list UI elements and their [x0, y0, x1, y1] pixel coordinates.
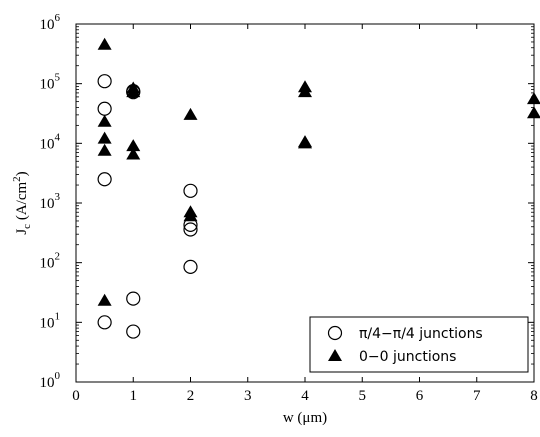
y-tick-labels: 100 101 102 103 104 105 106 — [40, 12, 61, 391]
circle-marker — [126, 291, 141, 306]
x-tick-label: 1 — [130, 388, 138, 404]
triangle-marker — [97, 131, 112, 144]
triangle-marker — [298, 85, 312, 98]
y-axis-label: Jc (A/cm2) — [11, 171, 33, 234]
legend-label-00: 0−0 junctions — [359, 349, 456, 365]
x-tick-label: 4 — [301, 388, 309, 404]
x-tick-label: 8 — [530, 388, 538, 404]
circle-marker — [183, 222, 198, 237]
x-axis-label: w (μm) — [283, 410, 327, 426]
x-tick-label: 6 — [416, 388, 424, 404]
data-points — [97, 37, 540, 339]
x-tick-label: 7 — [473, 388, 481, 404]
legend-label-pi4: π/4−π/4 junctions — [359, 326, 483, 342]
legend-box — [309, 316, 529, 373]
y-tick-label: 105 — [40, 72, 61, 93]
x-tick-labels: 0 1 2 3 4 5 6 7 8 — [72, 388, 538, 404]
triangle-marker — [97, 114, 112, 127]
y-tick-label: 104 — [40, 131, 61, 152]
triangle-marker — [126, 85, 141, 98]
triangle-marker — [527, 106, 540, 119]
x-tick-label: 0 — [72, 388, 80, 404]
triangle-marker — [97, 143, 112, 156]
y-tick-label: 100 — [40, 370, 61, 391]
circle-marker — [183, 259, 198, 274]
triangle-marker — [183, 107, 198, 120]
triangle-marker — [298, 136, 312, 149]
triangle-marker — [527, 92, 540, 105]
legend-marker-triangle — [328, 349, 342, 361]
y-tick-label: 101 — [40, 310, 61, 331]
circle-marker — [183, 183, 198, 198]
triangle-marker — [97, 293, 112, 306]
y-tick-label: 102 — [40, 251, 61, 272]
triangle-marker — [97, 37, 112, 50]
axis-ticks — [75, 23, 535, 383]
y-tick-label: 106 — [40, 12, 61, 33]
circle-marker — [97, 315, 112, 330]
x-tick-label: 3 — [244, 388, 252, 404]
circle-marker — [126, 324, 141, 339]
triangle-marker — [126, 147, 141, 160]
y-tick-label: 103 — [40, 191, 61, 212]
triangle-marker — [126, 139, 141, 152]
x-tick-label: 5 — [359, 388, 367, 404]
legend: π/4−π/4 junctions 0−0 junctions — [309, 316, 529, 373]
circle-marker — [97, 172, 112, 187]
circle-marker — [97, 74, 112, 89]
legend-marker-circle — [327, 325, 343, 341]
x-tick-label: 2 — [187, 388, 195, 404]
triangle-marker — [183, 209, 198, 222]
